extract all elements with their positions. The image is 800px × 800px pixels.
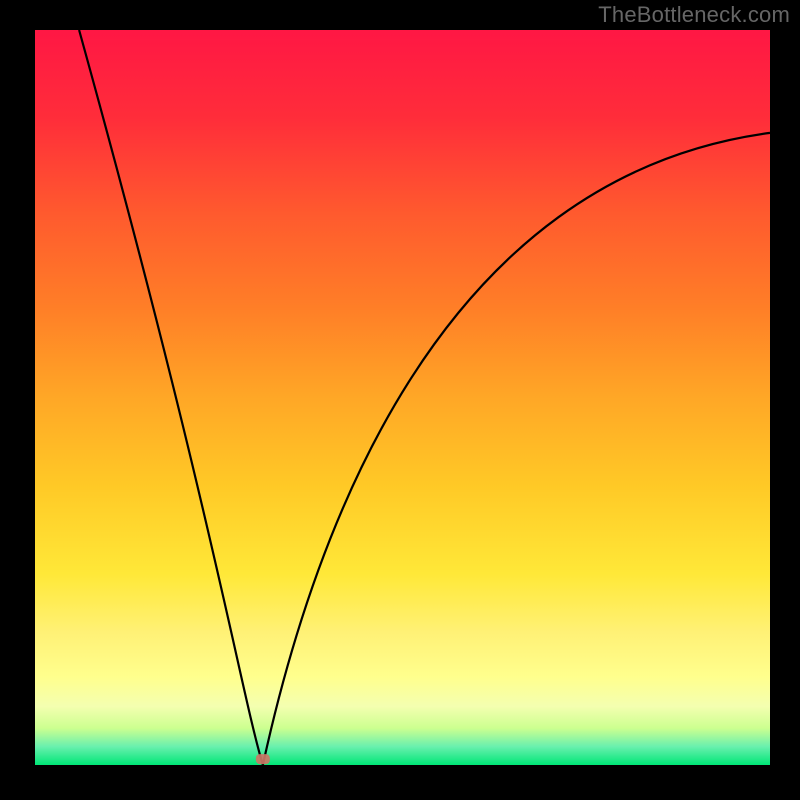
chart-container: TheBottleneck.com — [0, 0, 800, 800]
optimal-marker — [256, 754, 270, 764]
plot-background — [35, 30, 770, 765]
bottleneck-chart — [0, 0, 800, 800]
